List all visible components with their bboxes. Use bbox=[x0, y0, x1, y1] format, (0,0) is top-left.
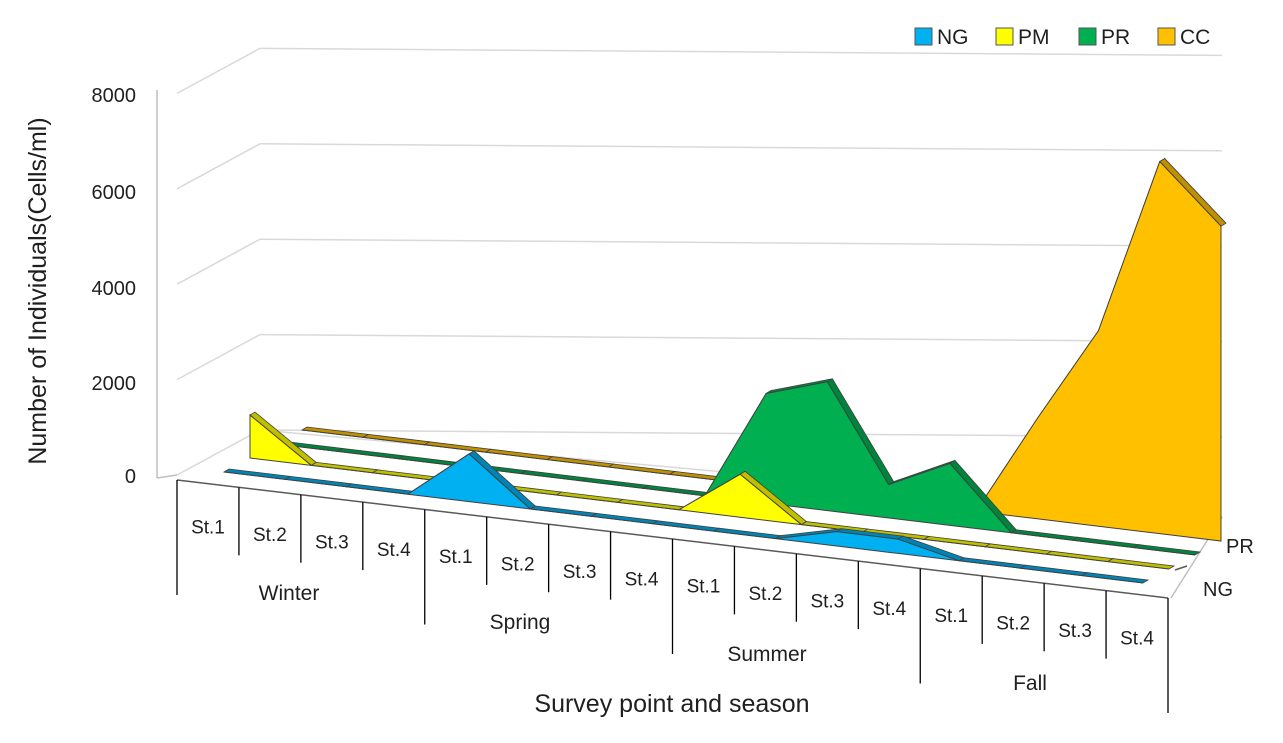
area-edge-segment bbox=[922, 535, 992, 548]
area-edge-segment bbox=[300, 426, 370, 438]
area-edge-segment bbox=[222, 468, 292, 480]
gridline-side bbox=[176, 429, 261, 476]
legend-label-ng: NG bbox=[937, 26, 969, 49]
category-label: St.1 bbox=[934, 606, 968, 627]
gridline-side bbox=[176, 333, 261, 381]
series-ng bbox=[222, 450, 1150, 584]
category-label: St.3 bbox=[315, 532, 349, 553]
area-face bbox=[223, 453, 1144, 584]
area-edge-segment bbox=[651, 520, 721, 532]
area-edge-segment bbox=[590, 512, 660, 525]
category-label: St.2 bbox=[749, 584, 783, 605]
area-edge-segment bbox=[983, 543, 1053, 555]
y-tick-label: 8000 bbox=[92, 85, 137, 107]
y-tick-label: 2000 bbox=[92, 373, 137, 395]
area-edge-segment bbox=[484, 448, 554, 461]
gridline bbox=[259, 333, 1223, 343]
depth-label: PR bbox=[1226, 536, 1254, 558]
area-edge-segment bbox=[642, 484, 712, 497]
category-label: St.3 bbox=[810, 591, 844, 612]
area-edge-segment bbox=[336, 447, 405, 460]
legend-swatch-cc bbox=[1157, 27, 1176, 46]
area-face bbox=[301, 160, 1222, 542]
area-edge-segment bbox=[1071, 536, 1140, 549]
depth-axis-labels: PR NG bbox=[1203, 536, 1254, 601]
y-axis-ticks: 0 2000 4000 6000 8000 bbox=[92, 85, 137, 488]
legend: NG PM PR CC bbox=[914, 26, 1210, 49]
gridline bbox=[259, 238, 1223, 247]
category-label: St.4 bbox=[625, 569, 659, 590]
y-tick-label: 0 bbox=[125, 466, 136, 488]
area-edge-segment bbox=[1080, 572, 1150, 584]
gridline-side bbox=[176, 143, 261, 190]
area-edge-segment bbox=[1019, 564, 1088, 577]
area-edge-segment bbox=[581, 477, 650, 489]
category-label: St.3 bbox=[563, 562, 597, 583]
area-edge-segment bbox=[310, 461, 379, 474]
legend-label-cc: CC bbox=[1180, 26, 1210, 49]
legend-swatch-pm bbox=[995, 27, 1014, 46]
y-axis-title: Number of Individuals(Cells/ml) bbox=[24, 117, 52, 464]
category-label: St.4 bbox=[1120, 628, 1154, 649]
series-cc bbox=[300, 157, 1227, 542]
area-face bbox=[275, 381, 1196, 556]
season-label: Spring bbox=[490, 611, 551, 634]
area-edge-segment bbox=[1009, 529, 1079, 541]
gridline-side bbox=[176, 47, 261, 95]
season-label: Summer bbox=[727, 643, 806, 666]
gridline-side bbox=[176, 238, 261, 285]
area-edge-segment bbox=[607, 463, 676, 475]
category-label: St.4 bbox=[872, 599, 906, 620]
area-edge-segment bbox=[616, 498, 686, 511]
area-edge-segment bbox=[555, 491, 624, 503]
area-edge-segment bbox=[712, 527, 782, 540]
season-labels: Winter Spring Summer Fall bbox=[259, 582, 1047, 695]
floor-edge bbox=[156, 474, 178, 479]
category-label: St.1 bbox=[439, 547, 473, 568]
legend-label-pm: PM bbox=[1018, 26, 1050, 49]
category-label: St.1 bbox=[191, 518, 225, 539]
category-label: St.3 bbox=[1058, 621, 1092, 642]
series-layer bbox=[222, 157, 1227, 584]
area-edge-segment bbox=[423, 441, 493, 453]
category-label: St.1 bbox=[687, 577, 721, 598]
area-edge-segment bbox=[519, 470, 589, 482]
area-edge-segment bbox=[1132, 544, 1202, 556]
series-pr bbox=[274, 378, 1202, 556]
category-axis: St.1 St.2 St.3 St.4 St.1 St.2 St.3 St.4 St.1 St.2… bbox=[176, 479, 1169, 713]
category-label: St.4 bbox=[377, 540, 411, 561]
y-tick-label: 4000 bbox=[92, 278, 137, 300]
area-edge-segment bbox=[1106, 558, 1176, 570]
area-edge-segment bbox=[957, 557, 1027, 569]
legend-label-pr: PR bbox=[1101, 26, 1130, 49]
gridline bbox=[259, 47, 1223, 57]
area-edge-segment bbox=[529, 505, 598, 517]
y-tick-label: 6000 bbox=[92, 182, 137, 204]
area-edge-segment bbox=[284, 475, 353, 488]
legend-swatch-ng bbox=[914, 27, 933, 46]
area-edge-segment bbox=[371, 469, 441, 481]
depth-label: NG bbox=[1203, 579, 1233, 601]
category-label: St.2 bbox=[253, 525, 287, 546]
depth-tick bbox=[1174, 565, 1188, 571]
x-axis-title: Survey point and season bbox=[534, 690, 809, 718]
category-label: St.2 bbox=[501, 555, 535, 576]
gridline bbox=[259, 143, 1223, 152]
season-label: Winter bbox=[259, 582, 320, 605]
legend-swatch-pr bbox=[1078, 27, 1097, 46]
area-edge-segment bbox=[1045, 550, 1114, 563]
category-label: St.2 bbox=[996, 614, 1030, 635]
area-edge-segment bbox=[345, 483, 415, 495]
season-label: Fall bbox=[1013, 672, 1047, 695]
